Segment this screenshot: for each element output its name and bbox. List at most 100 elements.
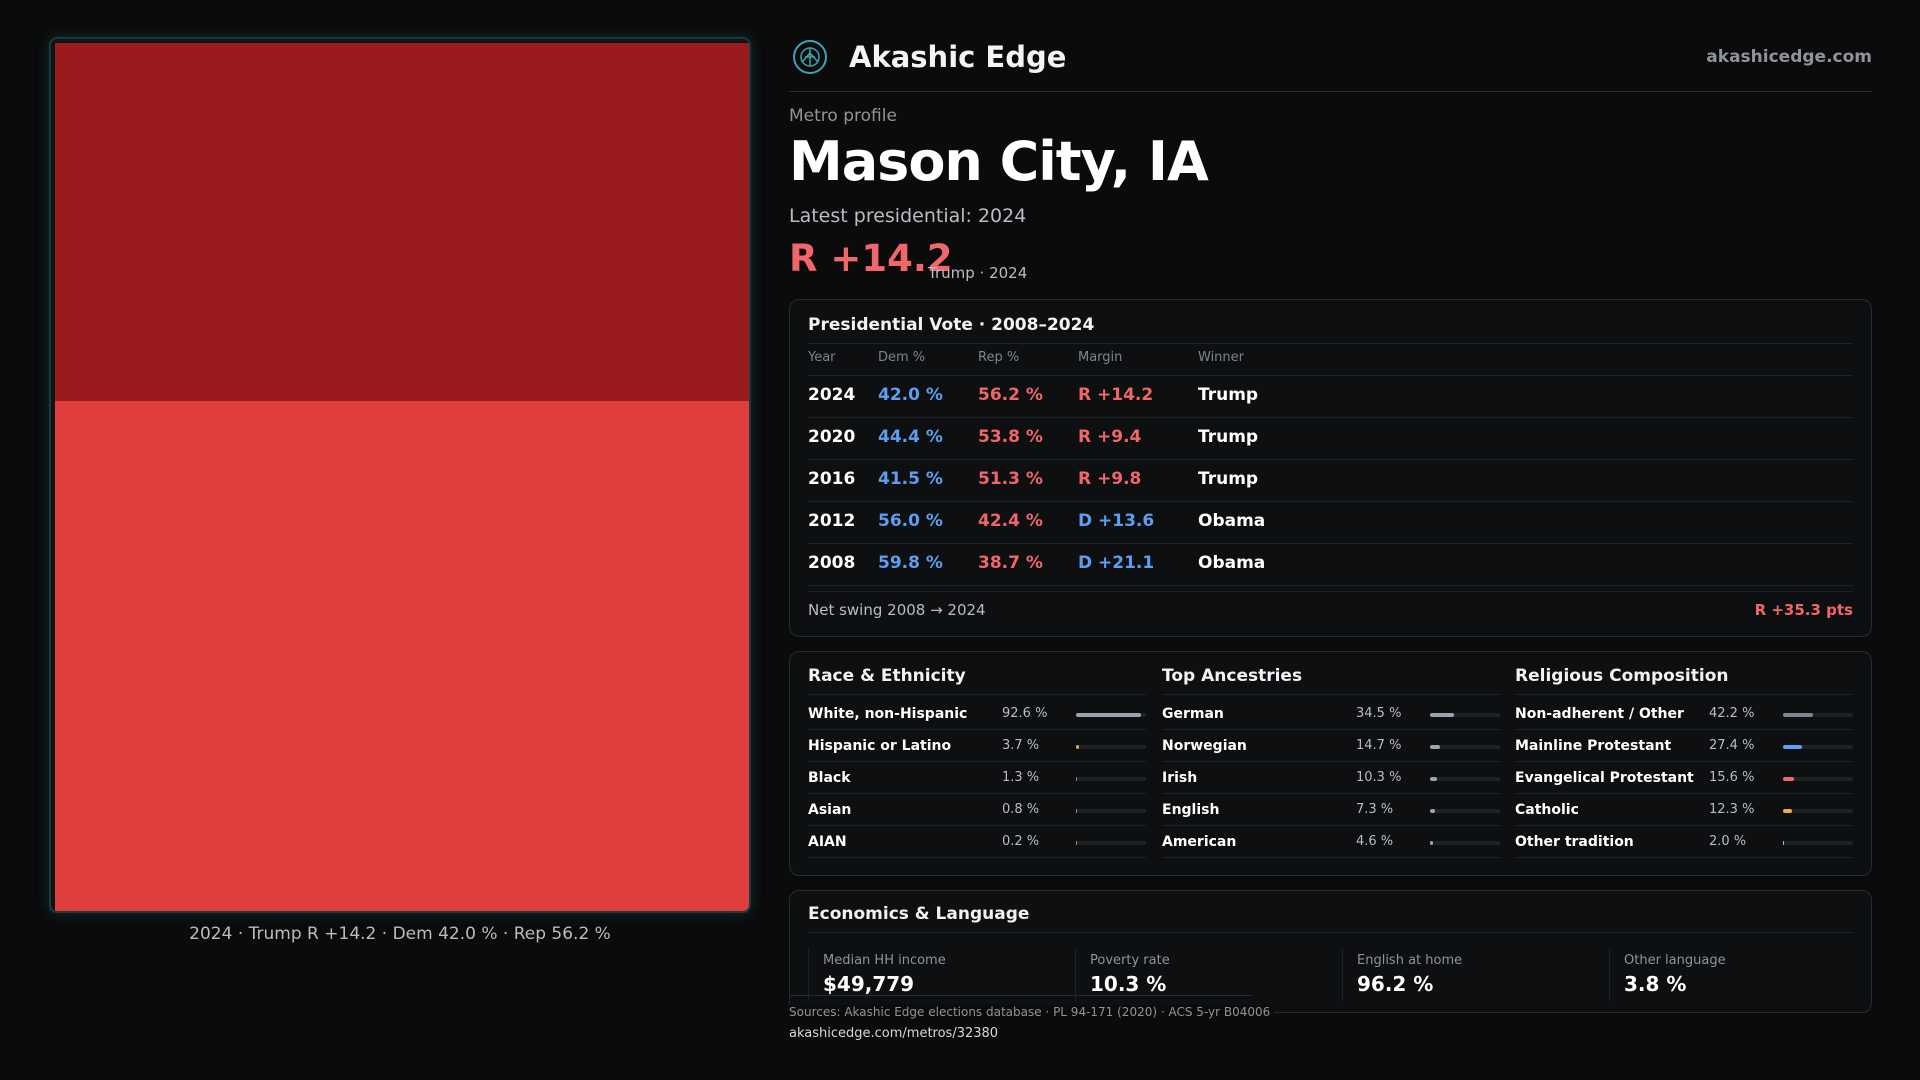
stat-median-income: Median HH income $49,779 — [808, 949, 1058, 1001]
map-caption: 2024 · Trump R +14.2 · Dem 42.0 % · Rep … — [189, 924, 611, 944]
item-value: 27.4 % — [1709, 738, 1755, 753]
row-rep: 51.3 % — [978, 469, 1043, 489]
share-bar — [1430, 745, 1500, 749]
item-label: English — [1162, 802, 1220, 818]
item-label: Other tradition — [1515, 834, 1634, 850]
row-winner: Trump — [1198, 469, 1259, 489]
net-swing-label: Net swing 2008 → 2024 — [808, 601, 986, 619]
list-item: American 4.6 % — [1162, 826, 1500, 858]
divider — [808, 932, 1853, 933]
share-bar-fill — [1076, 841, 1078, 845]
list-item: White, non-Hispanic 92.6 % — [808, 698, 1146, 730]
share-bar-fill — [1430, 713, 1455, 717]
item-value: 34.5 % — [1356, 706, 1402, 721]
list-item: Irish 10.3 % — [1162, 762, 1500, 794]
headline-margin-sub: Trump · 2024 — [928, 264, 1028, 282]
list-item: Black 1.3 % — [808, 762, 1146, 794]
stat-poverty-rate: Poverty rate 10.3 % — [1075, 949, 1325, 1001]
compass-figure-icon — [793, 40, 827, 74]
item-label: Black — [808, 770, 851, 786]
section-title: Top Ancestries — [1162, 666, 1303, 686]
item-label: Mainline Protestant — [1515, 738, 1672, 754]
stat-value: 96.2 % — [1357, 972, 1434, 996]
item-value: 14.7 % — [1356, 738, 1402, 753]
row-dem: 42.0 % — [878, 385, 943, 405]
ancestries-section: Top Ancestries German 34.5 % Norwegian 14.… — [1162, 666, 1500, 858]
item-label: German — [1162, 706, 1224, 722]
page-url-link[interactable]: akashicedge.com/metros/32380 — [789, 1026, 999, 1041]
item-label: American — [1162, 834, 1237, 850]
list-item: English 7.3 % — [1162, 794, 1500, 826]
share-bar — [1076, 809, 1146, 813]
brand-url[interactable]: akashicedge.com — [1706, 47, 1872, 67]
map-region-lower — [55, 401, 749, 911]
share-bar — [1430, 713, 1500, 717]
list-item: Non-adherent / Other 42.2 % — [1515, 698, 1853, 730]
list-item: Catholic 12.3 % — [1515, 794, 1853, 826]
map-panel — [49, 37, 751, 913]
section-title: Race & Ethnicity — [808, 666, 966, 686]
table-row: 2012 56.0 % 42.4 % D +13.6 Obama — [808, 502, 1853, 544]
row-winner: Trump — [1198, 385, 1259, 405]
divider — [1515, 694, 1853, 695]
divider — [1162, 694, 1500, 695]
row-winner: Trump — [1198, 427, 1259, 447]
item-value: 92.6 % — [1002, 706, 1048, 721]
row-rep: 38.7 % — [978, 553, 1043, 573]
share-bar-fill — [1430, 841, 1434, 845]
item-value: 42.2 % — [1709, 706, 1755, 721]
economics-card-title: Economics & Language — [808, 904, 1030, 924]
list-item: German 34.5 % — [1162, 698, 1500, 730]
share-bar-fill — [1430, 809, 1436, 813]
header-margin: Margin — [1078, 350, 1123, 365]
stat-english-at-home: English at home 96.2 % — [1342, 949, 1592, 1001]
share-bar — [1783, 713, 1853, 717]
item-value: 3.7 % — [1002, 738, 1040, 753]
item-value: 1.3 % — [1002, 770, 1040, 785]
stat-label: Median HH income — [823, 953, 946, 968]
share-bar — [1783, 777, 1853, 781]
stat-value: 10.3 % — [1090, 972, 1167, 996]
brand-name[interactable]: Akashic Edge — [849, 40, 1067, 74]
row-year: 2008 — [808, 553, 856, 573]
share-bar-fill — [1783, 809, 1792, 813]
divider — [789, 995, 1251, 996]
item-label: Non-adherent / Other — [1515, 706, 1684, 722]
table-header: Year Dem % Rep % Margin Winner — [808, 350, 1853, 376]
row-dem: 59.8 % — [878, 553, 943, 573]
page-title: Mason City, IA — [789, 130, 1209, 193]
share-bar-fill — [1783, 841, 1785, 845]
stat-label: English at home — [1357, 953, 1463, 968]
row-dem: 56.0 % — [878, 511, 943, 531]
religious-composition-section: Religious Composition Non-adherent / Oth… — [1515, 666, 1853, 858]
share-bar — [1076, 713, 1146, 717]
row-margin: R +9.4 — [1078, 427, 1142, 447]
share-bar — [1076, 745, 1146, 749]
header-winner: Winner — [1198, 350, 1245, 365]
share-bar-fill — [1076, 809, 1078, 813]
list-item: Norwegian 14.7 % — [1162, 730, 1500, 762]
share-bar-fill — [1076, 713, 1141, 717]
table-row: 2020 44.4 % 53.8 % R +9.4 Trump — [808, 418, 1853, 460]
item-label: Norwegian — [1162, 738, 1247, 754]
share-bar-fill — [1076, 745, 1079, 749]
item-value: 15.6 % — [1709, 770, 1755, 785]
row-margin: D +13.6 — [1078, 511, 1155, 531]
item-value: 0.2 % — [1002, 834, 1040, 849]
row-year: 2024 — [808, 385, 856, 405]
share-bar — [1076, 841, 1146, 845]
divider — [808, 694, 1146, 695]
share-bar — [1430, 841, 1500, 845]
item-label: Evangelical Protestant — [1515, 770, 1694, 786]
row-year: 2016 — [808, 469, 856, 489]
table-row: 2024 42.0 % 56.2 % R +14.2 Trump — [808, 376, 1853, 418]
list-item: Hispanic or Latino 3.7 % — [808, 730, 1146, 762]
item-label: White, non-Hispanic — [808, 706, 968, 722]
header-year: Year — [808, 350, 836, 365]
row-rep: 42.4 % — [978, 511, 1043, 531]
share-bar — [1783, 745, 1853, 749]
list-item: AIAN 0.2 % — [808, 826, 1146, 858]
stat-value: 3.8 % — [1624, 972, 1687, 996]
net-swing-row: Net swing 2008 → 2024 R +35.3 pts — [808, 591, 1853, 621]
row-margin: D +21.1 — [1078, 553, 1155, 573]
